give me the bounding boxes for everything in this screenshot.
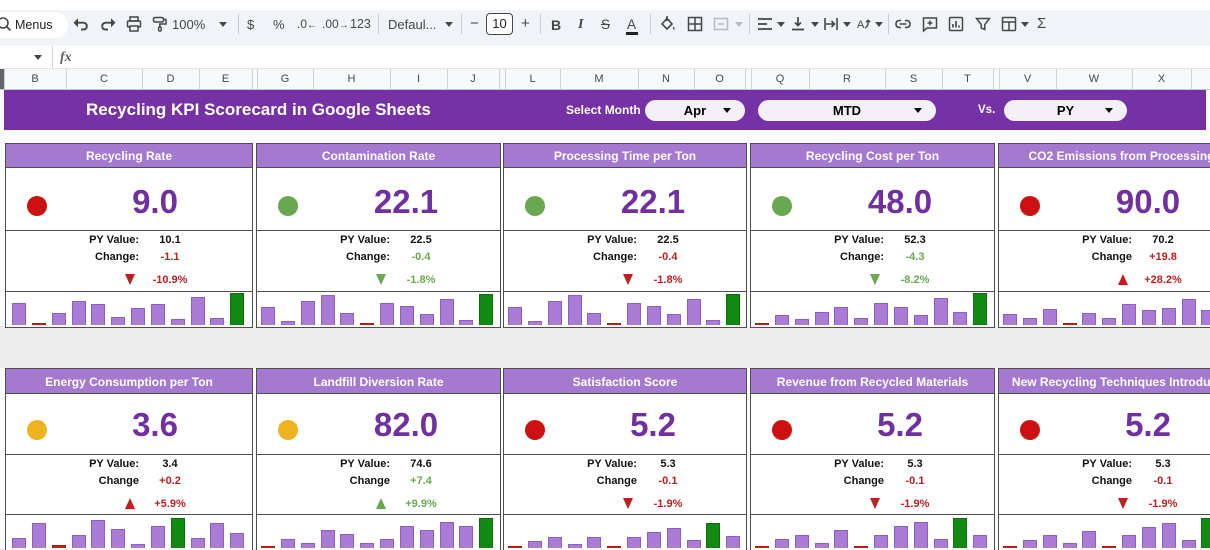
svg-text:A: A <box>857 19 865 31</box>
